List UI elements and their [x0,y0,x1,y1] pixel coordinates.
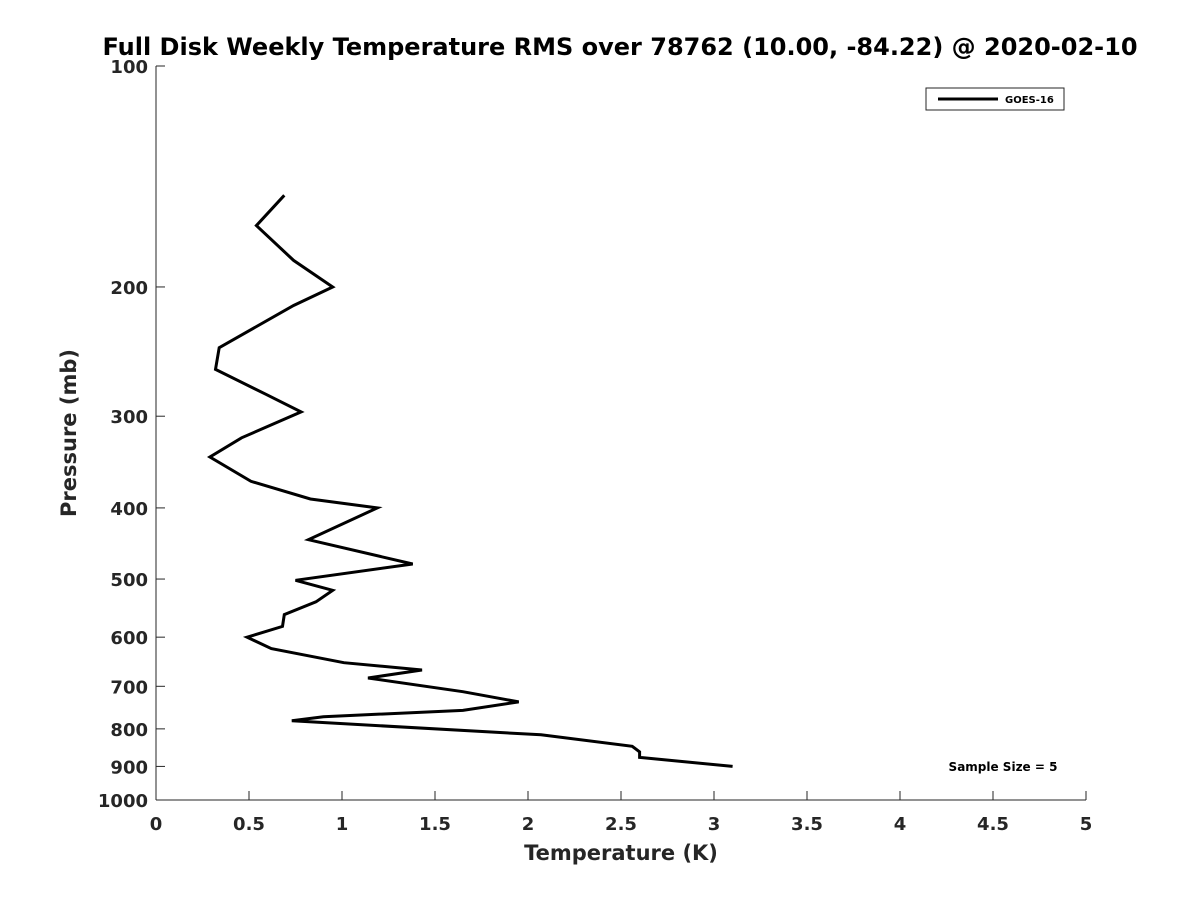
x-tick-label: 0 [150,814,163,835]
axis-ticks: 0 0.5 1 1.5 2 2.5 3 3.5 4 4.5 5 100 200 300 400 500 600 7… [98,57,1092,835]
x-tick-label: 4.5 [977,814,1009,835]
y-tick-label: 200 [110,278,148,299]
y-tick-label: 500 [110,570,148,591]
y-tick-label: 1000 [98,791,148,812]
x-tick-label: 4 [894,814,907,835]
x-tick-label: 0.5 [233,814,265,835]
y-tick-label: 100 [110,57,148,78]
legend: GOES-16 [925,87,1065,111]
y-tick-label: 400 [110,499,148,520]
x-tick-label: 3.5 [791,814,823,835]
y-tick-label: 900 [110,757,148,778]
y-tick-label: 700 [110,677,148,698]
y-tick-label: 800 [110,720,148,741]
x-tick-label: 2.5 [605,814,637,835]
chart-title: Full Disk Weekly Temperature RMS over 78… [102,33,1137,61]
x-tick-label: 2 [522,814,535,835]
series-layer [206,194,733,768]
y-tick-label: 300 [110,407,148,428]
series-line-goes-16 [206,194,733,768]
sample-size-annotation: Sample Size = 5 [949,760,1058,774]
legend-label-goes16: GOES-16 [1005,95,1054,106]
x-tick-label: 5 [1080,814,1093,835]
x-axis-label: Temperature (K) [524,841,718,865]
x-tick-label: 3 [708,814,721,835]
y-tick-label: 600 [110,628,148,649]
y-axis-label: Pressure (mb) [57,349,81,517]
x-tick-label: 1.5 [419,814,451,835]
x-tick-label: 1 [336,814,349,835]
